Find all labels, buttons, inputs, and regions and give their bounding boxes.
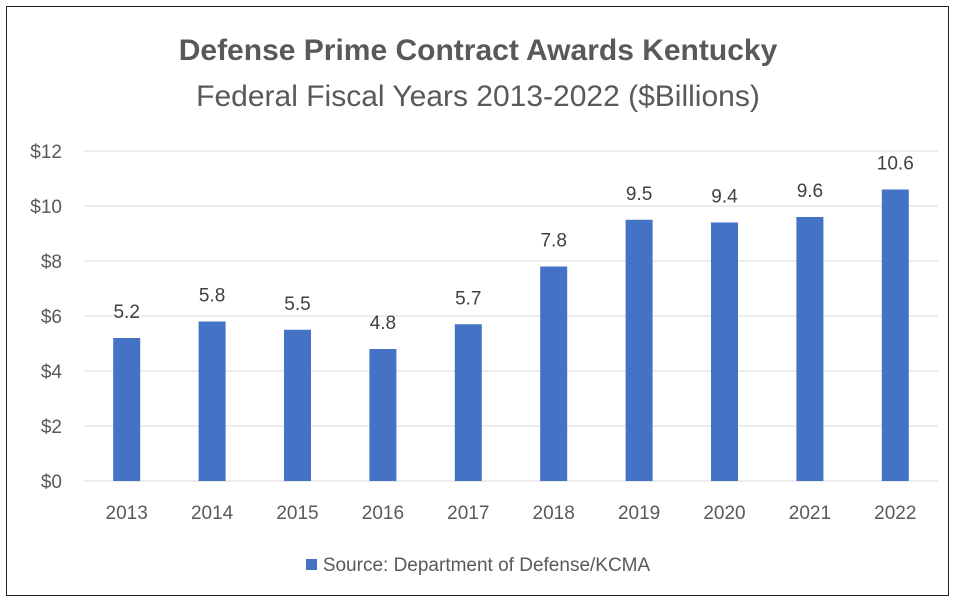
data-label: 9.4 [711,187,738,208]
y-tick-label: $2 [41,417,62,438]
data-label: 4.8 [370,313,396,334]
data-label: 7.8 [540,231,566,252]
x-tick-label: 2015 [276,503,318,524]
data-label: 5.7 [455,288,481,309]
bar [796,217,824,481]
y-tick-label: $0 [41,472,62,493]
data-label: 5.5 [284,294,310,315]
legend-label: Source: Department of Defense/KCMA [322,555,651,576]
bar [454,324,482,481]
x-tick-label: 2014 [191,503,234,524]
chart-title: Defense Prime Contract Awards Kentucky [178,34,778,67]
bar [540,266,568,481]
bar [369,349,397,481]
legend-swatch [305,559,317,570]
bar [113,338,141,481]
data-label: 10.6 [877,154,914,175]
bar [625,219,653,481]
chart-subtitle: Federal Fiscal Years 2013-2022 ($Billion… [196,80,760,113]
chart-frame [6,6,949,596]
y-tick-label: $12 [30,142,62,163]
y-tick-label: $6 [41,307,62,328]
x-tick-label: 2017 [447,503,489,524]
x-tick-label: 2020 [703,503,745,524]
bar [711,222,738,481]
data-label: 5.2 [113,302,139,323]
bar [284,329,311,481]
x-tick-label: 2013 [106,503,148,524]
y-tick-label: $10 [30,197,62,218]
y-tick-label: $8 [41,252,62,273]
x-tick-label: 2016 [362,503,404,524]
bar [881,189,909,481]
x-tick-label: 2018 [533,503,575,524]
x-tick-label: 2019 [618,503,660,524]
data-label: 9.6 [797,181,823,202]
legend: Source: Department of Defense/KCMA [0,555,956,577]
x-tick-label: 2022 [874,503,916,524]
y-tick-label: $4 [41,362,63,383]
bar [198,321,226,481]
data-label: 9.5 [626,184,652,205]
data-label: 5.8 [199,286,225,307]
x-tick-label: 2021 [789,503,831,524]
